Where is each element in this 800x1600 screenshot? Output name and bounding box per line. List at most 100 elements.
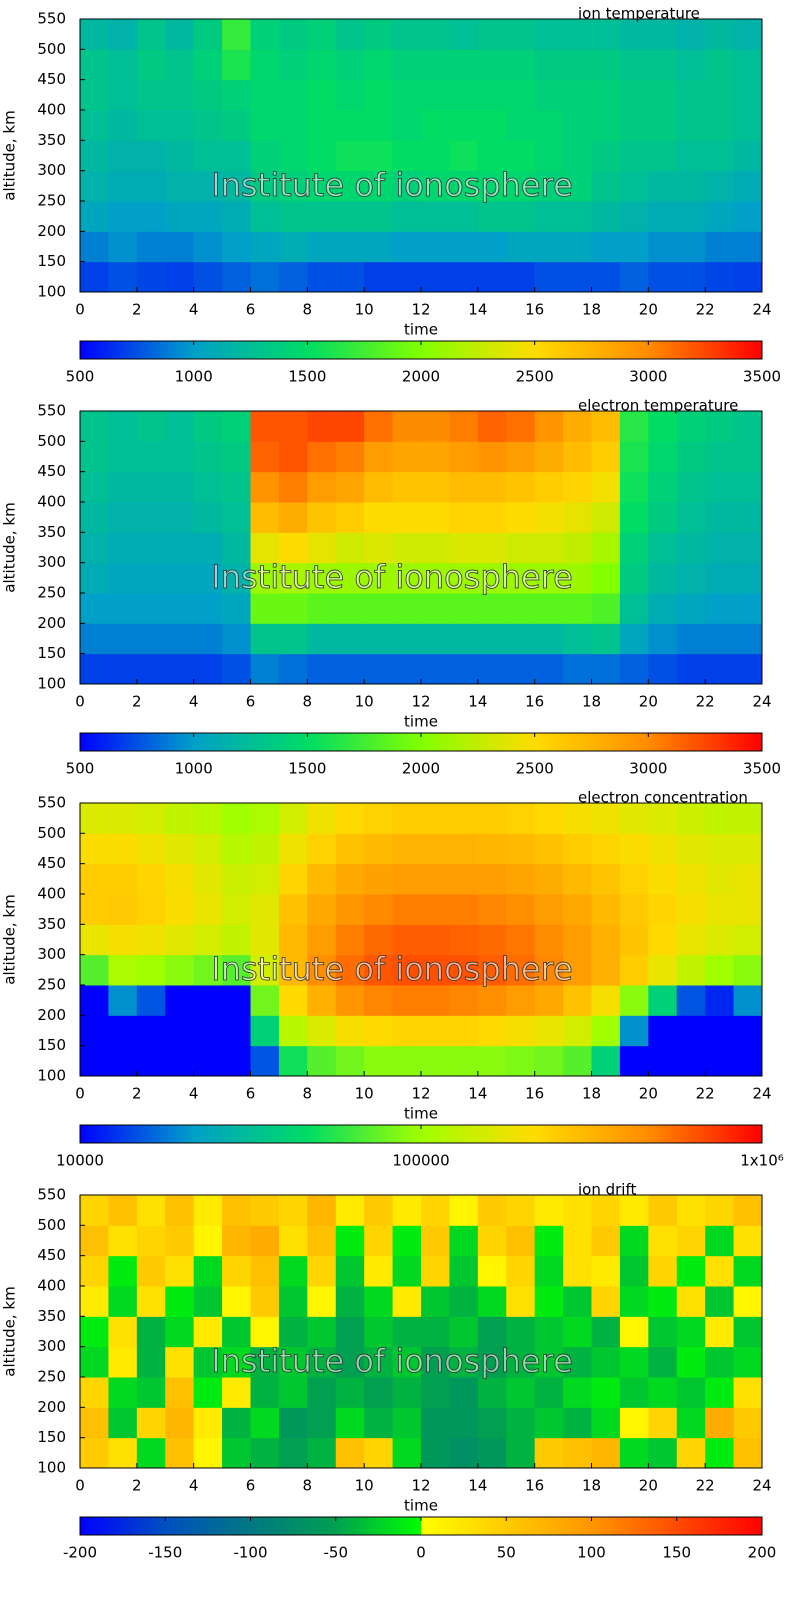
heatmap-cell [364,1195,394,1226]
heatmap-cell [335,79,365,111]
y-axis-label: altitude, km [1,110,19,200]
heatmap-cell [307,110,337,141]
heatmap-cell [307,1255,337,1287]
heatmap-cell [733,623,763,655]
heatmap-cell [222,1225,251,1257]
heatmap-cell [136,201,166,232]
heatmap-cell [165,894,195,925]
heatmap-cell [250,140,280,172]
heatmap-cell [421,653,450,685]
heatmap-cell [335,1255,365,1287]
heatmap-cell [165,1015,195,1047]
heatmap-cell [222,833,251,865]
watermark: Institute of ionosphere [211,1342,573,1380]
heatmap-cell [392,231,422,263]
x-tick-label: 4 [189,693,199,711]
heatmap-cell [534,140,564,172]
heatmap-cell [563,502,592,533]
heatmap-cell [335,411,365,442]
heatmap-cell [534,562,564,594]
heatmap-cell [591,140,621,172]
heatmap-cell [619,593,649,624]
heatmap-cell [733,894,763,925]
heatmap-cell [193,201,223,232]
colorbar-tick-label: 100000 [392,1152,449,1170]
heatmap-cell [676,1377,706,1408]
heatmap-cell [278,140,308,172]
heatmap-cell [449,140,479,172]
heatmap-cell [392,471,422,503]
heatmap-cell [506,170,536,202]
heatmap-cell [705,532,735,564]
heatmap-cell [250,863,280,895]
heatmap-cell [705,1286,735,1317]
heatmap-cell [335,471,365,503]
heatmap-cell [222,79,251,111]
heatmap-cell [534,1286,564,1317]
heatmap-cell [534,985,564,1016]
heatmap-cell [278,170,308,202]
heatmap-cell [619,471,649,503]
x-tick-label: 0 [75,1085,85,1103]
x-tick-label: 24 [752,1477,771,1495]
heatmap-cell [136,562,166,594]
heatmap-cell [165,532,195,564]
heatmap-cell [278,833,308,865]
heatmap-cell [506,593,536,624]
heatmap-cell [477,1195,507,1226]
heatmap-cell [136,924,166,956]
heatmap-cell [136,833,166,865]
heatmap-cell [591,863,621,895]
heatmap-cell [392,140,422,172]
heatmap-cell [222,532,251,564]
y-tick-label: 100 [37,1459,66,1477]
heatmap-cell [421,562,450,594]
heatmap-cell [506,1437,536,1469]
heatmap-cell [307,19,337,50]
heatmap-cell [193,803,223,834]
heatmap-cell [733,441,763,473]
heatmap-cell [193,110,223,141]
heatmap-cell [563,1286,592,1317]
heatmap-cell [108,261,138,293]
heatmap-cell [648,863,678,895]
heatmap-cell [619,261,649,293]
heatmap-cell [80,502,109,533]
y-tick-label: 450 [37,1246,66,1264]
heatmap-cell [591,562,621,594]
heatmap-cell [705,49,735,81]
heatmap-cell [534,1255,564,1287]
heatmap-cell [591,1346,621,1378]
heatmap-cell [506,532,536,564]
heatmap-cell [108,924,138,956]
heatmap-cell [278,1316,308,1348]
heatmap-cell [250,1316,280,1348]
heatmap-cell [676,441,706,473]
heatmap-cell [222,1255,251,1287]
heatmap-cell [108,140,138,172]
heatmap-cell [449,1407,479,1439]
heatmap-cell [477,623,507,655]
heatmap-cell [136,1437,166,1469]
heatmap-cell [563,471,592,503]
heatmap-cell [307,1316,337,1348]
heatmap-cell [165,1286,195,1317]
heatmap-cell [278,1225,308,1257]
heatmap-cell [80,562,109,594]
y-tick-label: 200 [37,1006,66,1024]
heatmap-cell [136,623,166,655]
heatmap-cell [165,201,195,232]
x-tick-label: 14 [468,1477,487,1495]
heatmap-cell [136,1195,166,1226]
heatmap-cell [421,1195,450,1226]
heatmap-cell [307,593,337,624]
heatmap-cell [250,1346,280,1378]
x-tick-label: 16 [525,1085,544,1103]
heatmap-cell [477,954,507,986]
heatmap-cell [705,1255,735,1287]
heatmap-cell [392,532,422,564]
heatmap-cell [534,653,564,685]
heatmap-cell [335,170,365,202]
heatmap-cell [619,623,649,655]
heatmap-cell [648,1407,678,1439]
